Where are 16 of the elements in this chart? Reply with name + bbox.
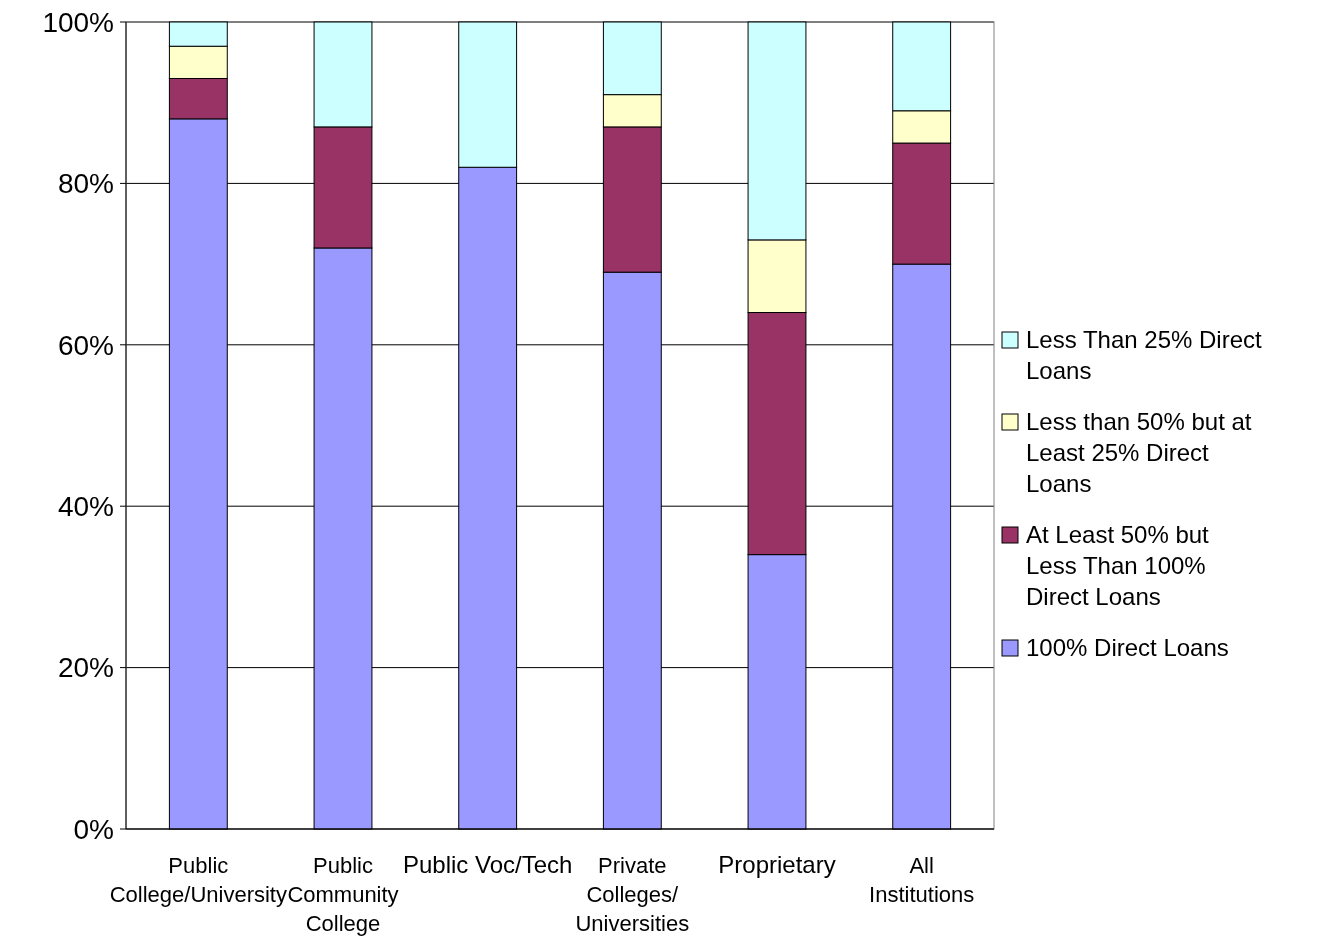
x-tick-label: Public Voc/Tech [402, 851, 573, 878]
y-tick-label: 0% [73, 813, 114, 845]
legend-label: At Least 50% but Less Than 100% Direct Loans [1026, 521, 1210, 610]
legend-label: Less than 50% but at Least 25% Direct Loans [1026, 408, 1252, 497]
y-tick-label: 80% [57, 168, 114, 200]
y-tick-label: 40% [57, 491, 114, 522]
x-tick-label: Public College/University [109, 853, 287, 907]
legend-label: Less Than 25% Direct Loans [1026, 326, 1263, 384]
legend-label: 100% Direct Loans [1026, 634, 1229, 661]
x-tick-label: All Institutions [869, 853, 975, 907]
y-tick-label: 100% [42, 6, 114, 38]
x-tick-label: Private Colleges/ Universities [575, 853, 690, 936]
x-tick-label: Proprietary [718, 851, 836, 878]
y-tick-label: 20% [57, 652, 114, 684]
y-tick-label: 60% [57, 329, 114, 361]
x-tick-label: Public Community College [287, 853, 399, 936]
